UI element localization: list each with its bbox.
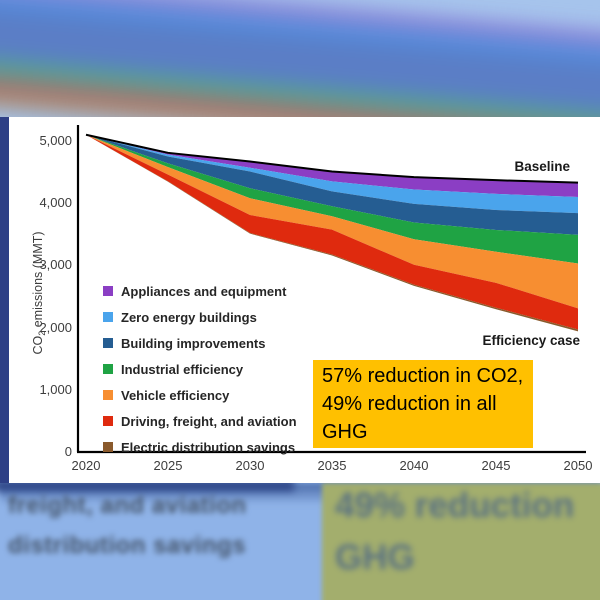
- x-tick-label: 2035: [317, 458, 347, 473]
- background-top-blur: [0, 0, 600, 117]
- legend-label: Vehicle efficiency: [121, 387, 230, 403]
- background-dark-smear: [0, 483, 294, 491]
- series-area-industrial-efficiency: [86, 134, 578, 264]
- x-tick-label: 2040: [399, 458, 429, 473]
- baseline-label: Baseline: [514, 159, 570, 174]
- background-text-right-2: GHG: [335, 538, 415, 577]
- chart-region: CO2 emissions (MMT) Appliances and equip…: [0, 117, 600, 483]
- legend-item: Industrial efficiency: [103, 356, 297, 382]
- legend-swatch-icon: [103, 390, 113, 400]
- y-tick-label: 4,000: [39, 195, 72, 211]
- background-callout-blur: 49% reduction GHG: [322, 483, 600, 600]
- left-edge-bar: [0, 117, 9, 483]
- legend-label: Appliances and equipment: [121, 283, 287, 299]
- x-tick-label: 2050: [563, 458, 593, 473]
- callout-text: 57% reduction in CO2, 49% reduction in a…: [322, 365, 524, 443]
- series-area-vehicle-efficiency: [86, 134, 578, 309]
- legend-swatch-icon: [103, 312, 113, 322]
- chart-panel: CO2 emissions (MMT) Appliances and equip…: [8, 117, 600, 483]
- series-area-zero-energy-buildings: [86, 134, 578, 214]
- legend-swatch-icon: [103, 416, 113, 426]
- y-tick-label: 5,000: [39, 133, 72, 148]
- series-area-driving-freight-and-aviation: [86, 134, 578, 330]
- x-tick-label: 2020: [71, 458, 101, 473]
- series-area-appliances-and-equipment: [86, 134, 578, 197]
- x-tick-label: 2045: [481, 458, 511, 473]
- chart-legend: Appliances and equipment Zero energy buil…: [103, 278, 297, 460]
- x-tick-label: 2030: [235, 458, 265, 473]
- legend-label: Industrial efficiency: [121, 361, 244, 377]
- y-tick-label: 0: [64, 444, 72, 459]
- legend-label: Building improvements: [121, 335, 266, 351]
- legend-item: Appliances and equipment: [103, 278, 297, 304]
- background-bottom-blur: freight, and aviation distribution savin…: [0, 483, 600, 600]
- legend-swatch-icon: [103, 286, 113, 296]
- legend-item: Building improvements: [103, 330, 297, 356]
- y-axis-title: CO2 emissions (MMT): [31, 231, 47, 355]
- legend-label: Driving, freight, and aviation: [121, 413, 297, 429]
- x-tick-label: 2025: [153, 458, 183, 473]
- background-color-bands: [0, 0, 600, 117]
- stacked-area-chart: [76, 125, 586, 454]
- legend-item: Zero energy buildings: [103, 304, 297, 330]
- efficiency-case-label: Efficiency case: [482, 333, 580, 348]
- background-text-right-1: 49% reduction: [335, 486, 575, 525]
- callout-box: 57% reduction in CO2, 49% reduction in a…: [313, 360, 533, 448]
- series-area-building-improvements: [86, 134, 578, 235]
- legend-swatch-icon: [103, 338, 113, 348]
- background-text-left-2: distribution savings: [8, 532, 247, 559]
- y-tick-label: 2,000: [39, 319, 72, 335]
- legend-label: Zero energy buildings: [121, 309, 257, 325]
- background-text-left-1: freight, and aviation: [8, 492, 247, 519]
- legend-item: Electric distribution savings: [103, 434, 297, 460]
- legend-item: Driving, freight, and aviation: [103, 408, 297, 434]
- legend-swatch-icon: [103, 364, 113, 374]
- legend-label: Electric distribution savings: [121, 439, 296, 455]
- y-tick-label: 1,000: [39, 381, 72, 397]
- legend-item: Vehicle efficiency: [103, 382, 297, 408]
- y-tick-label: 3,000: [39, 257, 72, 273]
- legend-swatch-icon: [103, 442, 113, 452]
- baseline-line: [85, 133, 579, 184]
